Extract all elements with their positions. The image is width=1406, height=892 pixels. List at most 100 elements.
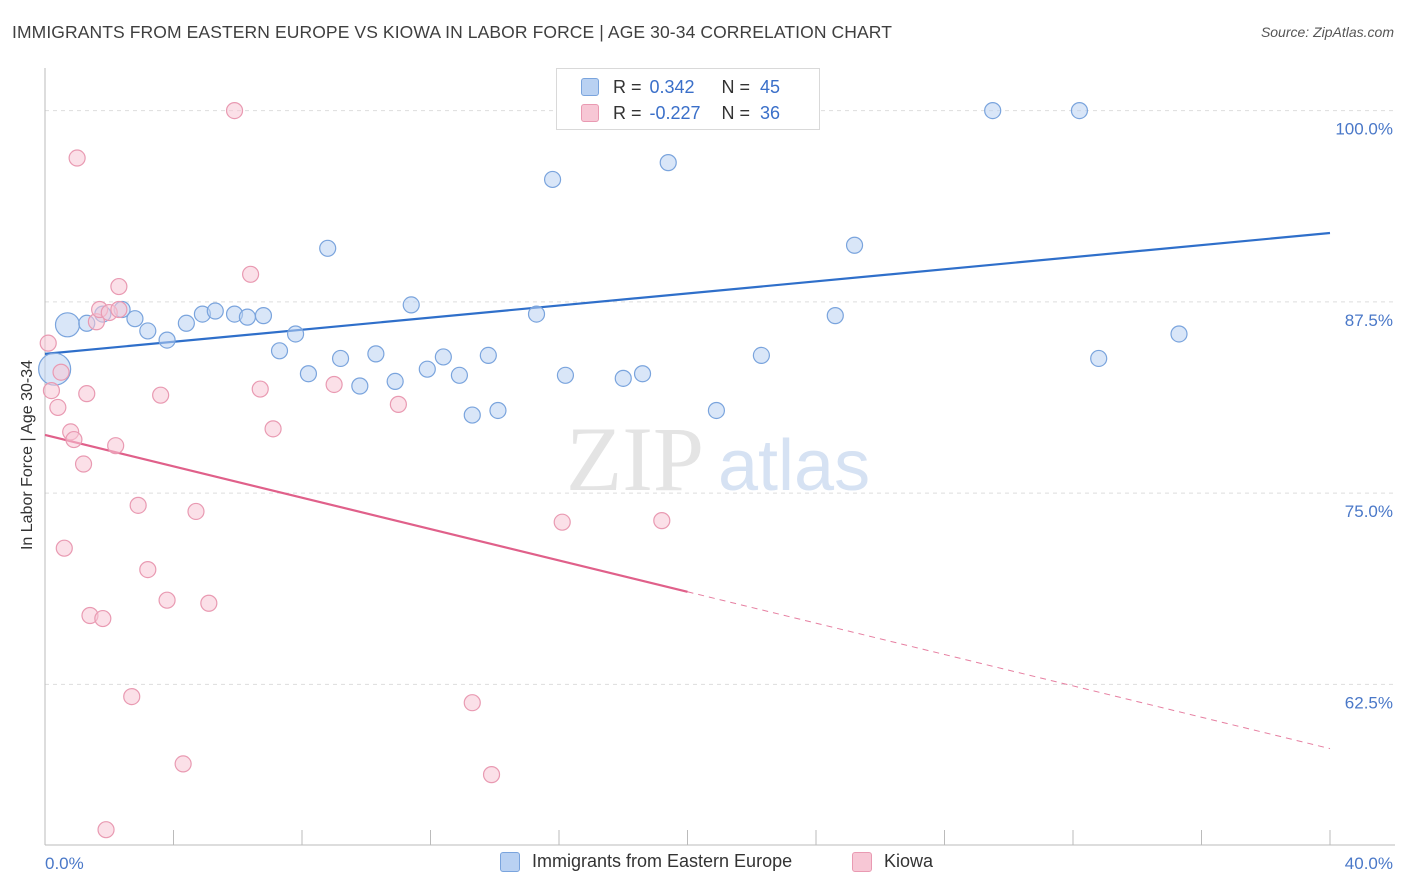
point-kiowa: [482, 766, 501, 784]
point-kiowa: [110, 277, 128, 296]
point-eastern-europe: [450, 366, 469, 384]
point-kiowa: [553, 513, 571, 531]
watermark-atlas: atlas: [718, 426, 870, 506]
point-kiowa: [389, 395, 407, 413]
point-eastern-europe: [351, 377, 369, 395]
point-eastern-europe: [614, 369, 632, 387]
point-eastern-europe: [1090, 349, 1108, 368]
r-value-pink: -0.227: [649, 102, 701, 123]
r-value-blue: 0.342: [649, 76, 695, 97]
chart-title: IMMIGRANTS FROM EASTERN EUROPE VS KIOWA …: [12, 22, 892, 42]
x-tick-label-max: 40.0%: [1345, 854, 1393, 873]
point-kiowa: [68, 149, 86, 167]
point-kiowa: [200, 594, 218, 612]
n-label: N =: [721, 76, 751, 97]
point-eastern-europe: [434, 348, 452, 366]
x-tick-labels: 0.0% 40.0%: [45, 854, 1393, 873]
point-eastern-europe: [367, 345, 385, 363]
y-tick-label: 75.0%: [1345, 502, 1393, 521]
point-kiowa: [264, 420, 282, 438]
legend-item-eastern-europe: Immigrants from Eastern Europe: [500, 851, 792, 872]
legend-item-kiowa: Kiowa: [852, 851, 933, 872]
legend-row-pink: R = -0.227 N = 36: [581, 100, 780, 126]
axes: [44, 68, 1395, 846]
point-kiowa: [139, 560, 157, 579]
point-kiowa: [78, 385, 96, 403]
point-eastern-europe: [418, 360, 436, 378]
point-kiowa: [55, 539, 73, 557]
legend-row-blue: R = 0.342 N = 45: [581, 74, 780, 100]
point-kiowa: [158, 591, 176, 609]
point-kiowa: [325, 375, 343, 394]
point-kiowa: [174, 755, 192, 773]
blue-swatch: [500, 851, 520, 872]
gridlines: [45, 110, 1395, 685]
point-kiowa: [123, 687, 141, 706]
point-kiowa: [653, 512, 671, 530]
point-eastern-europe: [238, 308, 256, 326]
n-label: N =: [721, 102, 751, 123]
watermark: ZIP atlas: [566, 408, 870, 510]
point-kiowa: [129, 496, 147, 514]
point-eastern-europe: [659, 154, 677, 172]
point-kiowa: [152, 386, 170, 404]
point-eastern-europe: [331, 349, 350, 368]
point-eastern-europe: [254, 307, 273, 325]
point-eastern-europe: [543, 170, 562, 189]
point-eastern-europe: [386, 372, 404, 391]
point-kiowa: [49, 398, 67, 417]
x-tick-label-min: 0.0%: [45, 854, 84, 873]
point-eastern-europe: [319, 239, 337, 257]
point-eastern-europe: [1070, 101, 1089, 120]
point-kiowa: [187, 502, 205, 521]
point-kiowa: [52, 363, 70, 381]
trend-line-solid-1: [44, 433, 688, 593]
point-eastern-europe: [286, 325, 305, 343]
point-eastern-europe: [126, 310, 144, 328]
blue-swatch: [581, 78, 599, 96]
point-kiowa: [110, 300, 128, 319]
correlation-legend: R = 0.342 N = 45 R = -0.227 N = 36: [556, 68, 820, 130]
point-kiowa: [251, 380, 269, 398]
y-tick-labels: 100.0% 87.5% 75.0% 62.5%: [1335, 120, 1393, 713]
point-eastern-europe: [556, 366, 575, 384]
point-kiowa: [94, 609, 112, 628]
r-label: R =: [613, 76, 642, 97]
point-eastern-europe: [845, 236, 864, 254]
point-eastern-europe: [177, 314, 195, 332]
point-eastern-europe: [633, 365, 652, 383]
point-kiowa: [74, 455, 93, 473]
r-label: R =: [613, 102, 642, 123]
point-eastern-europe: [707, 401, 726, 420]
point-kiowa: [225, 101, 244, 120]
point-eastern-europe: [463, 406, 481, 424]
watermark-zip: ZIP: [566, 408, 704, 510]
point-eastern-europe: [752, 346, 770, 364]
pink-swatch: [852, 851, 872, 872]
trend-line-dashed-1: [687, 591, 1331, 750]
point-eastern-europe: [489, 401, 507, 420]
n-value-blue: 45: [760, 76, 781, 97]
trend-line-0: [44, 231, 1331, 355]
point-eastern-europe: [527, 305, 546, 323]
legend-label-eastern-europe: Immigrants from Eastern Europe: [532, 851, 793, 871]
source-label: Source: ZipAtlas.com: [1260, 24, 1394, 40]
trend-lines: [44, 231, 1331, 750]
n-value-pink: 36: [760, 102, 781, 123]
y-tick-label: 62.5%: [1345, 693, 1393, 712]
point-eastern-europe: [270, 342, 289, 360]
point-kiowa: [42, 381, 61, 400]
point-eastern-europe: [1170, 325, 1188, 343]
y-tick-label: 100.0%: [1335, 120, 1393, 139]
point-eastern-europe: [54, 312, 81, 338]
point-kiowa: [107, 437, 125, 455]
pink-swatch: [581, 104, 599, 122]
series-legend: Immigrants from Eastern Europe Kiowa: [0, 851, 1406, 879]
point-eastern-europe: [402, 296, 420, 314]
point-eastern-europe: [479, 346, 497, 364]
point-eastern-europe: [984, 101, 1002, 120]
y-tick-label: 87.5%: [1345, 311, 1393, 330]
point-kiowa: [463, 694, 481, 712]
point-eastern-europe: [826, 307, 844, 325]
